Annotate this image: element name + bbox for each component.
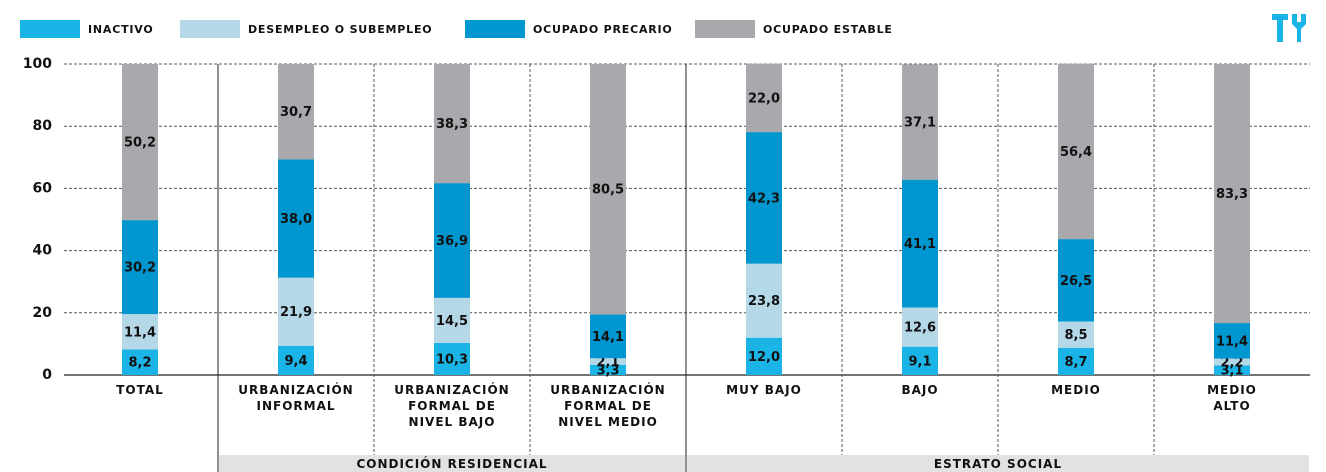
bar-segment (122, 220, 158, 315)
value-label: 83,3 (1216, 187, 1248, 202)
bar-segment (746, 263, 782, 338)
bar-segment (746, 63, 782, 133)
value-label: 38,3 (436, 117, 468, 132)
y-tick-label: 0 (42, 367, 52, 383)
x-tick-label: MEDIO ALTO (1207, 383, 1257, 413)
value-label: 10,3 (436, 352, 468, 367)
legend-label: OCUPADO ESTABLE (763, 23, 893, 36)
value-label: 3,3 (596, 363, 619, 378)
bar-segment (278, 345, 314, 375)
bar-segment (1058, 239, 1094, 322)
bar-segment (590, 358, 626, 365)
bar-segment (746, 132, 782, 264)
bar-segment (278, 64, 314, 160)
legend-label: OCUPADO PRECARIO (533, 23, 673, 36)
value-label: 26,5 (1060, 274, 1092, 289)
value-label: 8,5 (1064, 328, 1087, 343)
bar-segment (1214, 358, 1250, 366)
bar-segment (902, 64, 938, 180)
value-label: 8,7 (1064, 355, 1087, 370)
bar-segment (902, 179, 938, 308)
value-label: 11,4 (124, 325, 156, 340)
bar-segment (434, 342, 470, 375)
x-tick-label: URBANIZACIÓN FORMAL DE NIVEL MEDIO (550, 383, 666, 429)
group-label: ESTRATO SOCIAL (687, 455, 1309, 472)
bar-segment (122, 64, 158, 221)
y-tick-label: 40 (33, 243, 53, 259)
bar-segment (1058, 347, 1094, 375)
value-label: 22,0 (748, 91, 780, 106)
bar-segment (590, 364, 626, 375)
x-tick-label: BAJO (901, 383, 939, 397)
bar-segment (434, 183, 470, 298)
value-label: 2,2 (1220, 355, 1243, 370)
value-label: 2,1 (596, 355, 619, 370)
x-tick-label: URBANIZACIÓN FORMAL DE NIVEL BAJO (394, 383, 510, 429)
bar-segment (278, 159, 314, 278)
value-label: 50,2 (124, 136, 156, 151)
value-label: 12,0 (748, 350, 780, 365)
bar-segment (1214, 64, 1250, 324)
value-label: 14,1 (592, 330, 624, 345)
value-label: 9,4 (284, 354, 307, 369)
group-label: CONDICIÓN RESIDENCIAL (219, 455, 685, 472)
bar-segment (902, 307, 938, 347)
bar-segment (590, 314, 626, 359)
value-label: 30,2 (124, 261, 156, 276)
legend-swatch (695, 20, 755, 38)
value-label: 23,8 (748, 294, 780, 309)
value-label: 11,4 (1216, 334, 1248, 349)
value-label: 56,4 (1060, 145, 1092, 160)
value-label: 14,5 (436, 314, 468, 329)
legend-swatch (180, 20, 240, 38)
bar-segment (902, 346, 938, 375)
tools-icon (1272, 14, 1306, 42)
value-label: 41,1 (904, 237, 936, 252)
value-label: 8,2 (128, 356, 151, 371)
x-tick-label: URBANIZACIÓN INFORMAL (238, 383, 354, 413)
bar-segment (1214, 365, 1250, 375)
x-tick-label: MUY BAJO (726, 383, 802, 397)
bar-segment (1058, 321, 1094, 348)
legend-label: DESEMPLEO O SUBEMPLEO (248, 23, 432, 36)
bar-segment (434, 297, 470, 343)
value-label: 80,5 (592, 183, 624, 198)
legend-label: INACTIVO (88, 23, 154, 36)
value-label: 37,1 (904, 116, 936, 131)
value-label: 42,3 (748, 191, 780, 206)
bar-segment (1214, 323, 1250, 359)
bar-segment (434, 64, 470, 184)
bar-segment (1058, 63, 1094, 240)
y-tick-label: 20 (33, 305, 53, 321)
value-label: 21,9 (280, 305, 312, 320)
x-tick-label: MEDIO (1051, 383, 1101, 397)
y-tick-label: 60 (33, 180, 53, 196)
bar-segment (122, 349, 158, 375)
value-label: 12,6 (904, 321, 936, 336)
legend-swatch (20, 20, 80, 38)
bar-segment (746, 337, 782, 375)
bar-segment (122, 314, 158, 350)
value-label: 36,9 (436, 234, 468, 249)
bar-segment (278, 277, 314, 346)
value-label: 3,1 (1220, 364, 1243, 379)
bar-segment (590, 64, 626, 315)
x-tick-label: TOTAL (116, 383, 164, 397)
value-label: 9,1 (908, 354, 931, 369)
y-tick-label: 100 (23, 56, 52, 72)
y-tick-label: 80 (33, 118, 53, 134)
value-label: 38,0 (280, 212, 312, 227)
value-label: 30,7 (280, 105, 312, 120)
legend-swatch (465, 20, 525, 38)
